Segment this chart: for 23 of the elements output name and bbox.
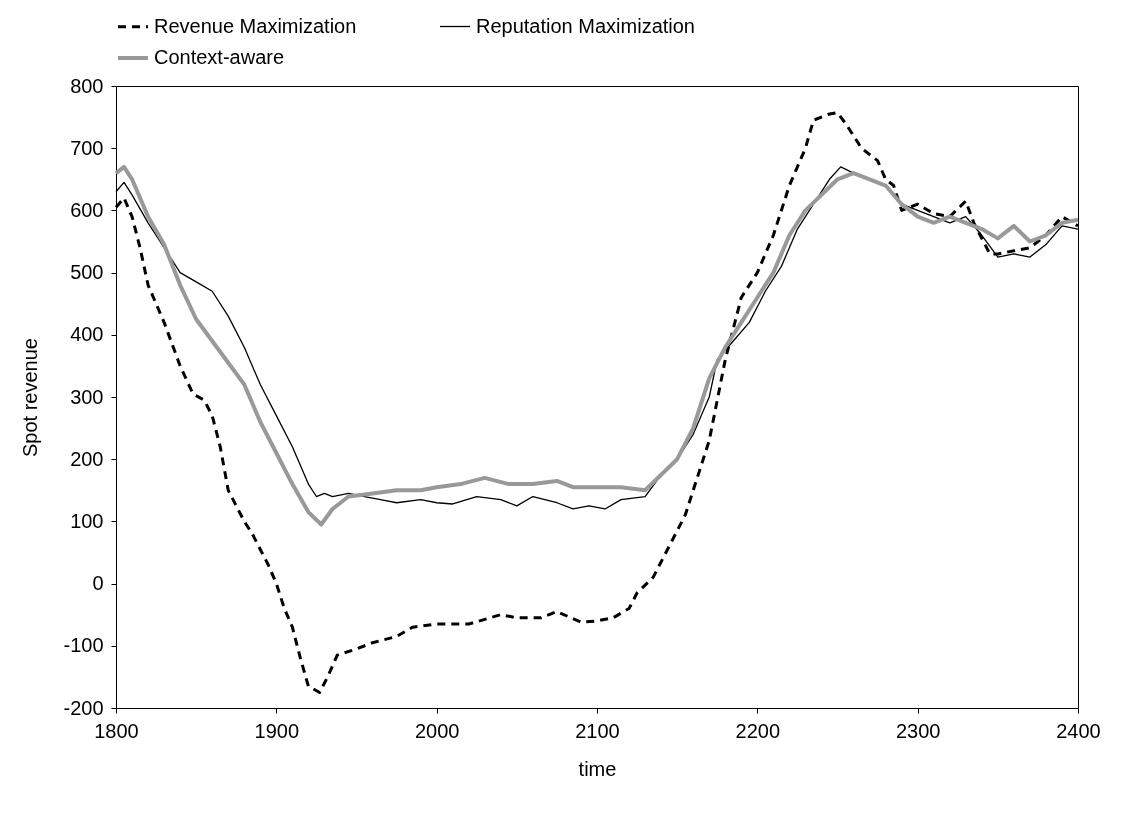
y-tick-label: 0 xyxy=(92,572,104,595)
y-tick-label: 200 xyxy=(70,447,104,470)
y-tick-label: -200 xyxy=(63,696,104,719)
x-tick-label: 1800 xyxy=(94,719,139,742)
legend-label: Revenue Maximization xyxy=(154,14,357,37)
legend-label: Reputation Maximization xyxy=(476,14,695,37)
y-tick-label: 700 xyxy=(70,136,104,159)
legend-label: Context-aware xyxy=(154,46,285,68)
x-tick-label: 2300 xyxy=(895,719,941,742)
y-tick-label: 800 xyxy=(70,74,104,97)
y-tick-label: 100 xyxy=(70,509,104,532)
y-tick-label: 300 xyxy=(70,385,104,408)
y-tick-label: 400 xyxy=(70,323,104,346)
x-tick-label: 2200 xyxy=(735,719,781,742)
x-tick-label: 2400 xyxy=(1056,719,1101,742)
x-tick-label: 1900 xyxy=(254,719,300,742)
x-axis-title: time xyxy=(578,757,617,780)
y-tick-label: 500 xyxy=(70,261,104,284)
y-tick-label: 600 xyxy=(70,198,104,221)
x-tick-label: 2100 xyxy=(575,719,620,742)
x-tick-label: 2000 xyxy=(414,719,460,742)
y-axis-title: Spot revenue xyxy=(19,338,42,457)
y-tick-label: -100 xyxy=(63,634,104,657)
